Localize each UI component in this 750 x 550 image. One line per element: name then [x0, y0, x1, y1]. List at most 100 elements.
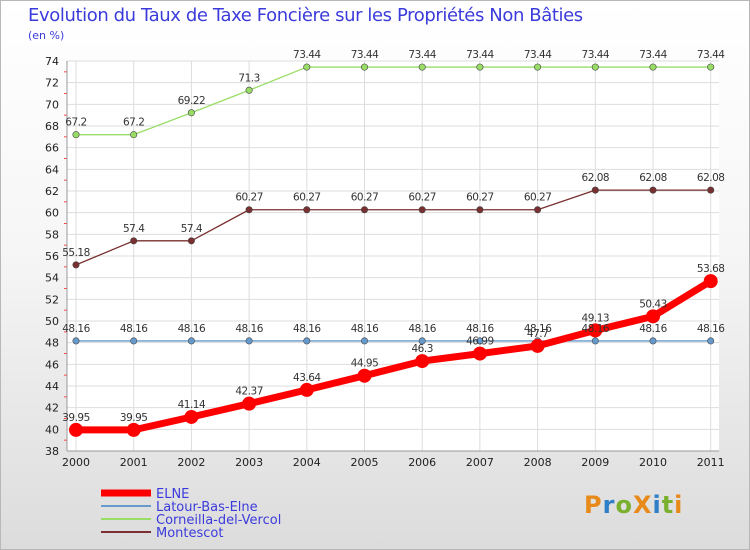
- data-point: [72, 131, 80, 139]
- data-label: 43.64: [293, 372, 321, 384]
- data-label: 60.27: [466, 192, 494, 204]
- y-tick-label: 70: [45, 98, 59, 111]
- data-point: [707, 186, 715, 194]
- data-label: 67.2: [123, 117, 144, 129]
- data-point: [476, 337, 484, 345]
- data-label: 48.16: [235, 323, 263, 335]
- y-tick-label: 46: [45, 358, 59, 371]
- data-point: [130, 337, 138, 345]
- data-label: 73.44: [293, 49, 321, 61]
- data-label: 55.18: [62, 247, 90, 259]
- y-tick-label: 44: [45, 380, 59, 393]
- data-label: 71.3: [238, 72, 259, 84]
- legend-label-2: Corneilla-del-Vercol: [156, 513, 281, 528]
- data-label: 48.16: [120, 323, 148, 335]
- y-tick-label: 60: [45, 207, 59, 220]
- data-point: [534, 206, 542, 214]
- brand-logo: ProXiti: [584, 491, 684, 519]
- legend-label-3: Montescot: [156, 526, 223, 541]
- data-label: 42.37: [235, 386, 263, 398]
- y-tick-label: 74: [45, 55, 59, 68]
- y-tick-label: 38: [45, 445, 59, 458]
- data-point: [418, 63, 426, 71]
- data-point: [703, 274, 718, 289]
- data-label: 73.44: [639, 49, 667, 61]
- data-label: 53.68: [697, 263, 725, 275]
- y-tick-label: 58: [45, 228, 59, 241]
- data-label: 48.16: [524, 323, 552, 335]
- data-point: [649, 337, 657, 345]
- data-point: [591, 63, 599, 71]
- data-label: 48.16: [293, 323, 321, 335]
- data-point: [126, 422, 141, 437]
- y-tick-label: 54: [45, 272, 59, 285]
- data-point: [69, 422, 83, 437]
- x-tick-label: 2001: [120, 456, 148, 469]
- data-point: [707, 63, 715, 71]
- data-point: [360, 337, 368, 345]
- data-point: [303, 206, 311, 214]
- data-label: 60.27: [408, 192, 436, 204]
- data-point: [303, 63, 311, 71]
- data-point: [534, 63, 542, 71]
- data-label: 60.27: [524, 192, 552, 204]
- data-point: [72, 337, 80, 345]
- data-point: [530, 338, 545, 353]
- data-point: [591, 337, 599, 345]
- y-tick-label: 52: [45, 293, 59, 306]
- data-point: [245, 86, 253, 94]
- data-label: 47.7: [527, 328, 548, 340]
- data-point: [476, 63, 484, 71]
- x-tick-label: 2006: [408, 456, 436, 469]
- x-tick-label: 2008: [524, 456, 552, 469]
- data-label: 57.4: [123, 223, 145, 235]
- data-label: 62.08: [639, 172, 667, 184]
- data-point: [646, 309, 660, 324]
- data-label: 48.16: [466, 323, 494, 335]
- data-point: [303, 337, 311, 345]
- data-label: 73.44: [582, 49, 610, 61]
- data-point: [184, 409, 199, 424]
- data-label: 39.95: [120, 412, 148, 424]
- data-point: [242, 396, 257, 411]
- data-label: 73.44: [408, 49, 436, 61]
- data-point: [72, 261, 80, 269]
- legend-label-0: ELNE: [156, 487, 189, 502]
- x-tick-label: 2004: [293, 456, 321, 469]
- data-label: 62.08: [697, 172, 725, 184]
- chart-title: Evolution du Taux de Taxe Foncière sur l…: [28, 5, 583, 26]
- data-label: 73.44: [466, 49, 494, 61]
- data-point: [360, 206, 368, 214]
- x-tick-label: 2005: [351, 456, 379, 469]
- data-label: 48.16: [62, 323, 90, 335]
- x-tick-label: 2003: [235, 456, 263, 469]
- legend-label-1: Latour-Bas-Elne: [156, 500, 258, 515]
- data-label: 49.13: [582, 312, 610, 324]
- data-point: [707, 337, 715, 345]
- data-point: [187, 337, 195, 345]
- data-point: [418, 206, 426, 214]
- data-label: 50.43: [639, 298, 667, 310]
- data-point: [415, 354, 430, 369]
- y-tick-label: 42: [45, 402, 59, 415]
- data-point: [649, 186, 657, 194]
- data-point: [476, 206, 484, 214]
- data-point: [357, 368, 372, 383]
- data-point: [418, 337, 426, 345]
- data-label: 44.95: [351, 358, 379, 370]
- data-point: [649, 63, 657, 71]
- data-label: 73.44: [697, 49, 725, 61]
- x-tick-label: 2002: [177, 456, 205, 469]
- series-line-3: [75, 189, 712, 266]
- data-point: [588, 323, 603, 338]
- data-point: [591, 186, 599, 194]
- x-tick-label: 2011: [697, 456, 725, 469]
- data-label: 57.4: [181, 223, 203, 235]
- data-label: 73.44: [351, 49, 379, 61]
- data-label: 48.16: [639, 323, 667, 335]
- series-line-0: [72, 277, 715, 434]
- data-label: 67.2: [65, 117, 86, 129]
- y-tick-label: 72: [45, 77, 59, 90]
- data-label: 48.16: [351, 323, 379, 335]
